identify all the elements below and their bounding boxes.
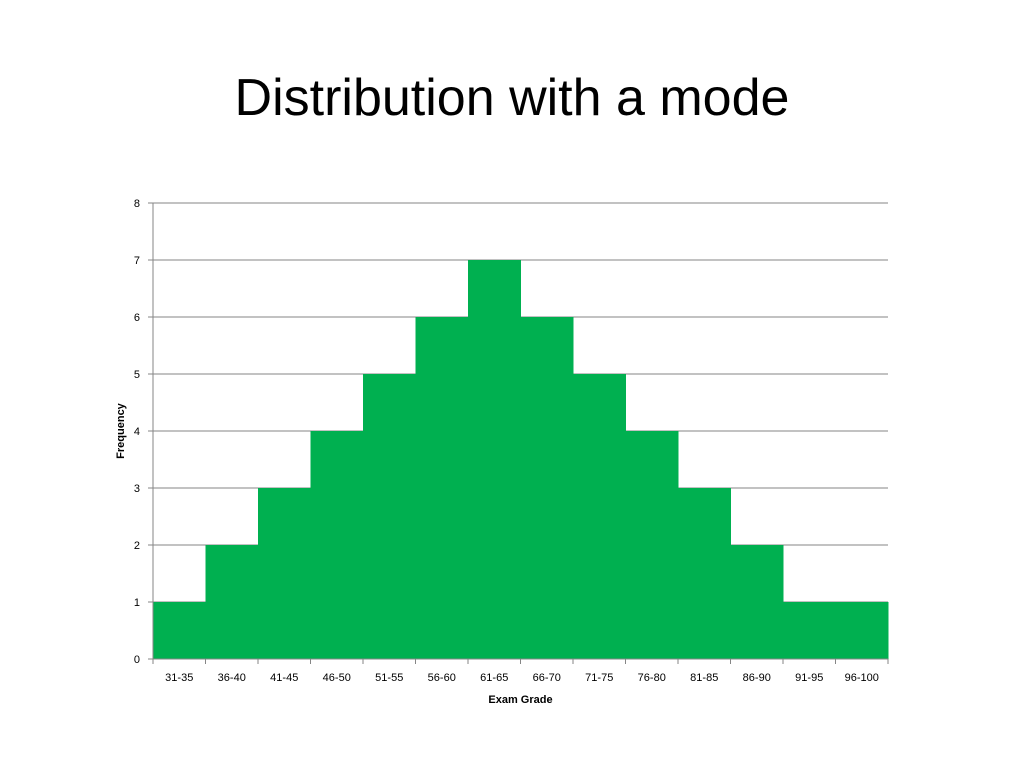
y-tick-label: 3 xyxy=(134,483,140,495)
bar-56-60 xyxy=(415,317,469,659)
x-tick-label: 46-50 xyxy=(323,672,351,684)
bar-61-65 xyxy=(468,260,521,659)
bar-51-55 xyxy=(363,374,416,659)
y-axis-title: Frequency xyxy=(115,402,127,459)
x-tick-label: 91-95 xyxy=(795,672,823,684)
y-tick-label: 7 xyxy=(134,255,140,267)
bar-71-75 xyxy=(573,374,626,659)
bar-86-90 xyxy=(730,545,784,659)
x-tick-label: 96-100 xyxy=(845,672,879,684)
y-tick-label: 4 xyxy=(134,426,140,438)
y-tick-label: 2 xyxy=(134,540,140,552)
x-tick-label: 86-90 xyxy=(743,672,771,684)
x-tick-label: 36-40 xyxy=(218,672,246,684)
bar-76-80 xyxy=(625,431,679,659)
y-tick-label: 8 xyxy=(134,198,140,210)
bar-31-35 xyxy=(153,602,206,659)
x-tick-labels: 31-35 36-40 41-45 46-50 51-55 56-60 61-65 66-70… xyxy=(152,659,889,684)
y-tick-labels: 0 1 2 3 4 5 6 7 8 xyxy=(134,198,153,666)
bar-96-100 xyxy=(835,602,889,659)
y-tick-label: 0 xyxy=(134,654,140,666)
bar-41-45 xyxy=(258,488,311,659)
x-tick-label: 41-45 xyxy=(270,672,298,684)
bar-81-85 xyxy=(678,488,731,659)
y-tick-label: 5 xyxy=(134,369,140,381)
bar-91-95 xyxy=(783,602,836,659)
x-tick-label: 66-70 xyxy=(533,672,561,684)
y-tick-label: 6 xyxy=(134,312,140,324)
x-tick-label: 71-75 xyxy=(585,672,613,684)
slide-title: Distribution with a mode xyxy=(234,69,790,127)
x-tick-label: 56-60 xyxy=(428,672,456,684)
y-tick-label: 1 xyxy=(134,597,140,609)
x-axis-title: Exam Grade xyxy=(488,694,552,706)
bars xyxy=(153,260,889,659)
bar-36-40 xyxy=(205,545,259,659)
bar-46-50 xyxy=(310,431,364,659)
x-tick-label: 76-80 xyxy=(638,672,666,684)
x-tick-label: 31-35 xyxy=(165,672,193,684)
bar-66-70 xyxy=(520,317,574,659)
x-tick-label: 81-85 xyxy=(690,672,718,684)
x-tick-label: 61-65 xyxy=(480,672,508,684)
x-tick-label: 51-55 xyxy=(375,672,403,684)
